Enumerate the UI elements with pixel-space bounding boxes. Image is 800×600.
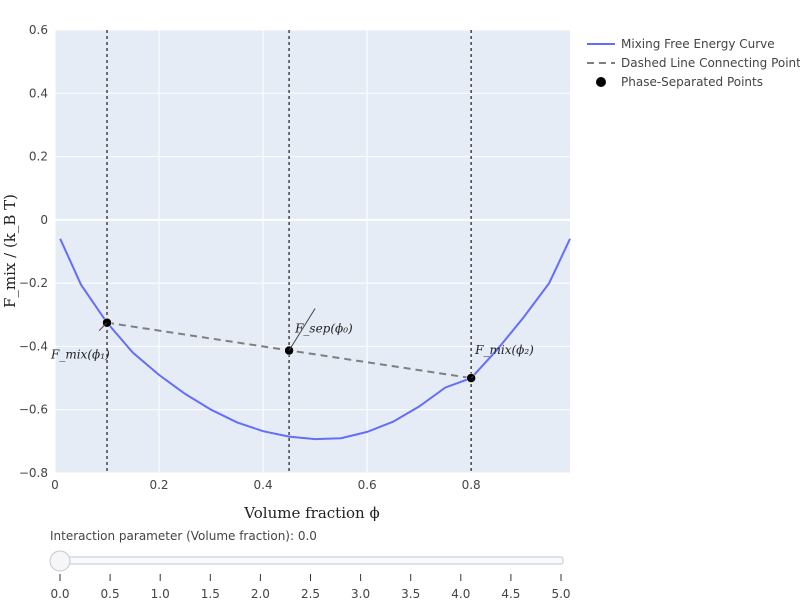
x-tick-label: 0 bbox=[51, 478, 59, 492]
annotation-label: F_mix(ϕ₁) bbox=[50, 348, 110, 362]
legend[interactable]: Mixing Free Energy Curve Dashed Line Con… bbox=[587, 37, 800, 89]
y-tick-label: 0 bbox=[40, 213, 48, 227]
legend-points-swatch bbox=[596, 77, 606, 87]
slider-tick-label: 3.0 bbox=[351, 587, 370, 600]
slider-tick-label: 3.5 bbox=[401, 587, 420, 600]
slider-tick-label: 2.0 bbox=[251, 587, 270, 600]
x-tick-label: 0.8 bbox=[462, 478, 481, 492]
annotation-arrow bbox=[288, 308, 316, 351]
plot-area bbox=[55, 30, 570, 473]
x-axis-title: Volume fraction ϕ bbox=[243, 504, 379, 522]
slider-tick-label: 4.0 bbox=[451, 587, 470, 600]
slider-current-value-label: Interaction parameter (Volume fraction):… bbox=[50, 529, 317, 543]
slider-rail[interactable] bbox=[51, 556, 564, 565]
slider-tick-label: 4.5 bbox=[501, 587, 520, 600]
legend-points-label: Phase-Separated Points bbox=[621, 75, 763, 89]
slider-ticks: 0.0 0.5 1.0 1.5 2.0 2.5 3.0 3.5 4.0 4.5 5.0 bbox=[50, 574, 571, 600]
x-tick-label: 0.2 bbox=[149, 478, 168, 492]
annotation-arrow bbox=[470, 375, 474, 379]
y-tick-label: 0.4 bbox=[29, 86, 48, 100]
legend-dashed-label: Dashed Line Connecting Points bbox=[621, 56, 800, 70]
annotations: F_mix(ϕ₁) F_sep(ϕ₀) F_mix(ϕ₂) bbox=[50, 308, 534, 379]
y-tick-label: −0.8 bbox=[19, 466, 48, 480]
annotation-label: F_mix(ϕ₂) bbox=[474, 343, 534, 357]
slider-tick-label: 0.0 bbox=[50, 587, 69, 600]
y-tick-label: −0.6 bbox=[19, 403, 48, 417]
y-axis-title: F_mix / (k_B T) bbox=[1, 194, 19, 308]
x-tick-label: 0.6 bbox=[358, 478, 377, 492]
slider-tick-label: 0.5 bbox=[101, 587, 120, 600]
tick-labels: 0 0.2 0.4 0.6 0.8 0.6 0.4 0.2 0 −0.2 −0.4 −0.6 −0.8 bbox=[19, 23, 481, 492]
y-tick-label: −0.2 bbox=[19, 276, 48, 290]
legend-item-curve[interactable]: Mixing Free Energy Curve bbox=[587, 37, 775, 51]
slider-tick-label: 1.5 bbox=[201, 587, 220, 600]
legend-item-points[interactable]: Phase-Separated Points bbox=[596, 75, 763, 89]
legend-item-dashed[interactable]: Dashed Line Connecting Points bbox=[587, 56, 800, 70]
vertical-reference-lines bbox=[106, 30, 472, 473]
legend-curve-label: Mixing Free Energy Curve bbox=[621, 37, 775, 51]
slider-tick-label: 5.0 bbox=[551, 587, 570, 600]
y-tick-label: 0.6 bbox=[29, 23, 48, 37]
annotation-arrow bbox=[98, 322, 108, 332]
x-tick-label: 0.4 bbox=[254, 478, 273, 492]
slider-tick-label: 1.0 bbox=[151, 587, 170, 600]
mixing-free-energy-curve bbox=[59, 238, 571, 441]
slider[interactable]: Interaction parameter (Volume fraction):… bbox=[49, 529, 571, 600]
y-tick-label: −0.4 bbox=[19, 339, 48, 353]
annotation-label: F_sep(ϕ₀) bbox=[294, 322, 353, 336]
slider-tick-label: 2.5 bbox=[301, 587, 320, 600]
y-tick-label: 0.2 bbox=[29, 150, 48, 164]
slider-handle[interactable] bbox=[49, 550, 71, 572]
grid bbox=[54, 29, 570, 474]
